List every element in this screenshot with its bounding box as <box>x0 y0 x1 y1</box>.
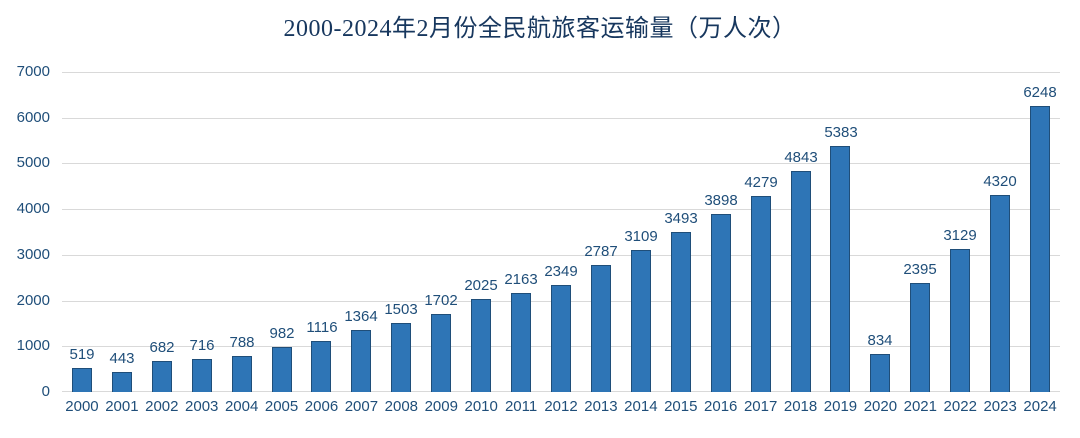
gridline <box>62 209 1060 210</box>
x-tick-label: 2001 <box>105 398 139 415</box>
bar-value-label: 1364 <box>344 308 378 325</box>
bar-value-label: 4320 <box>983 173 1017 190</box>
gridline <box>62 72 1060 73</box>
bar <box>631 250 651 392</box>
x-tick-label: 2006 <box>304 398 339 415</box>
x-tick-label: 2015 <box>664 398 698 415</box>
bar <box>950 249 970 392</box>
bar <box>1030 106 1050 392</box>
bar <box>711 214 731 392</box>
bar <box>311 341 331 392</box>
bar-value-label: 519 <box>69 346 95 363</box>
bar <box>232 356 252 392</box>
bar <box>351 330 371 392</box>
x-tick-label: 2012 <box>544 398 578 415</box>
bar-value-label: 3898 <box>704 192 738 209</box>
x-axis: 2000 2001 2002 2003 2004 2005 2006 2007 2008 2009… <box>62 398 1060 416</box>
y-tick-label: 7000 <box>16 63 50 80</box>
bar <box>671 232 691 392</box>
x-tick-label: 2010 <box>464 398 498 415</box>
bar <box>112 372 132 392</box>
gridline <box>62 255 1060 256</box>
y-tick-label: 4000 <box>16 200 50 217</box>
x-tick-label: 2016 <box>704 398 738 415</box>
bar-value-label: 1116 <box>306 319 338 336</box>
bar <box>910 283 930 392</box>
y-tick-label: 3000 <box>16 246 50 263</box>
x-tick-label: 2021 <box>903 398 937 415</box>
bar <box>751 196 771 392</box>
x-tick-label: 2022 <box>943 398 977 415</box>
x-tick-label: 2009 <box>424 398 458 415</box>
bar <box>990 195 1010 392</box>
x-tick-label: 2008 <box>384 398 419 415</box>
x-tick-label: 2007 <box>344 398 379 415</box>
bar <box>870 354 890 392</box>
bar-value-label: 834 <box>867 332 893 349</box>
x-tick-label: 2024 <box>1023 398 1057 415</box>
x-tick-label: 2013 <box>584 398 618 415</box>
bar-value-label: 2025 <box>464 277 498 294</box>
bar-value-label: 4279 <box>744 174 778 191</box>
x-tick-label: 2005 <box>264 398 299 415</box>
bar-value-label: 3109 <box>624 228 658 245</box>
bar-value-label: 4843 <box>784 149 818 166</box>
bar-value-label: 788 <box>229 334 255 351</box>
bar <box>152 361 172 392</box>
x-tick-label: 2020 <box>863 398 898 415</box>
bar-value-label: 2349 <box>544 263 578 280</box>
bar-value-label: 1702 <box>424 292 458 309</box>
bar-value-label: 716 <box>189 337 215 354</box>
bar <box>272 347 292 392</box>
x-tick-label: 2017 <box>743 398 778 415</box>
bar-value-label: 982 <box>269 325 295 342</box>
bar <box>830 146 850 392</box>
x-tick-label: 2011 <box>504 398 538 415</box>
x-tick-label: 2003 <box>185 398 219 415</box>
x-tick-label: 2023 <box>983 398 1017 415</box>
bar <box>431 314 451 392</box>
y-tick-label: 2000 <box>16 292 50 309</box>
y-axis: 0 1000 2000 3000 4000 5000 6000 7000 <box>0 63 52 400</box>
x-tick-label: 2014 <box>624 398 658 415</box>
bar <box>511 293 531 392</box>
x-tick-label: 2004 <box>224 398 259 415</box>
bar-value-label: 2395 <box>903 261 937 278</box>
y-tick-label: 1000 <box>16 337 50 354</box>
bar-value-label: 5383 <box>824 124 858 141</box>
bar-value-label: 3129 <box>943 227 977 244</box>
gridline <box>62 163 1060 164</box>
bar-value-label: 1503 <box>384 301 418 318</box>
bar <box>391 323 411 392</box>
plot-area: 519 443 682 716 788 982 1116 1364 1503 1702 2025 21… <box>62 72 1060 392</box>
bar-value-label: 682 <box>149 339 175 356</box>
chart-title: 2000-2024年2月份全民航旅客运输量（万人次） <box>283 16 797 42</box>
x-tick-label: 2018 <box>783 398 818 415</box>
bar <box>192 359 212 392</box>
bar <box>551 285 571 392</box>
x-tick-label: 2019 <box>823 398 858 415</box>
bar <box>471 299 491 392</box>
gridline <box>62 118 1060 119</box>
bar <box>72 368 92 392</box>
x-tick-label: 2000 <box>65 398 99 415</box>
bar-value-label: 6248 <box>1023 84 1057 101</box>
y-tick-label: 5000 <box>16 154 50 171</box>
bar-value-label: 3493 <box>664 210 698 227</box>
bar-value-label: 2163 <box>504 271 538 288</box>
bar-value-label: 2787 <box>584 243 618 260</box>
y-tick-label: 0 <box>41 383 50 400</box>
x-tick-label: 2002 <box>145 398 179 415</box>
bar <box>791 171 811 392</box>
bar-value-label: 443 <box>109 350 135 367</box>
bar <box>591 265 611 392</box>
y-tick-label: 6000 <box>16 109 50 126</box>
